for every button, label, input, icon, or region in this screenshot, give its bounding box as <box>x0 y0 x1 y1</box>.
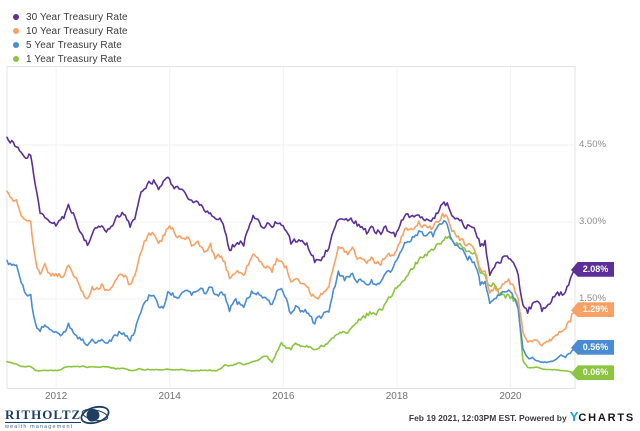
legend-label: 30 Year Treasury Rate <box>26 11 128 23</box>
y-axis-label: 4.50% <box>579 139 606 150</box>
legend-label: 1 Year Treasury Rate <box>26 53 122 65</box>
x-axis-label: 2018 <box>385 391 408 402</box>
legend-item-10-year-treasury: 10 Year Treasury Rate <box>13 24 128 38</box>
x-axis-label: 2020 <box>499 391 522 402</box>
ritholtz-swirl-icon <box>77 402 113 431</box>
ycharts-logo: YCHARTS <box>570 408 635 426</box>
end-value-badge-30-year: 2.08% <box>571 261 614 277</box>
x-axis-label: 2014 <box>158 391 181 402</box>
x-axis-label: 2012 <box>44 391 68 402</box>
x-axis-label: 2016 <box>272 391 295 402</box>
y-axis-label: 3.00% <box>579 216 606 227</box>
legend-dot-10-year-icon <box>13 28 19 34</box>
legend-dot-5-year-icon <box>13 42 19 48</box>
brand-name: RITHOLTZ <box>5 406 82 423</box>
legend-dot-30-year-icon <box>13 14 19 20</box>
legend-label: 5 Year Treasury Rate <box>26 39 122 51</box>
end-value-badge-5-year: 0.56% <box>571 339 614 355</box>
end-value-badge-1-year: 0.06% <box>571 365 614 381</box>
legend-item-30-year-treasury: 30 Year Treasury Rate <box>13 10 128 24</box>
attribution-text: Feb 19 2021, 12:03PM EST. Powered by <box>408 413 567 423</box>
chart-legend: 30 Year Treasury Rate 10 Year Treasury R… <box>13 10 128 66</box>
legend-item-1-year-treasury: 1 Year Treasury Rate <box>13 52 128 66</box>
ycharts-charts: CHARTS <box>578 412 635 424</box>
legend-item-5-year-treasury: 5 Year Treasury Rate <box>13 38 128 52</box>
legend-dot-1-year-icon <box>13 56 19 62</box>
legend-label: 10 Year Treasury Rate <box>26 25 128 37</box>
brand-tagline: wealth management <box>5 423 74 430</box>
ycharts-y: Y <box>569 409 579 424</box>
end-value-badge-10-year: 1.29% <box>571 302 614 318</box>
ritholtz-logo: RITHOLTZ wealth management <box>5 404 113 431</box>
y-axis-label: 1.50% <box>579 293 606 304</box>
chart-attribution: Feb 19 2021, 12:03PM EST. Powered by YCH… <box>409 408 635 426</box>
